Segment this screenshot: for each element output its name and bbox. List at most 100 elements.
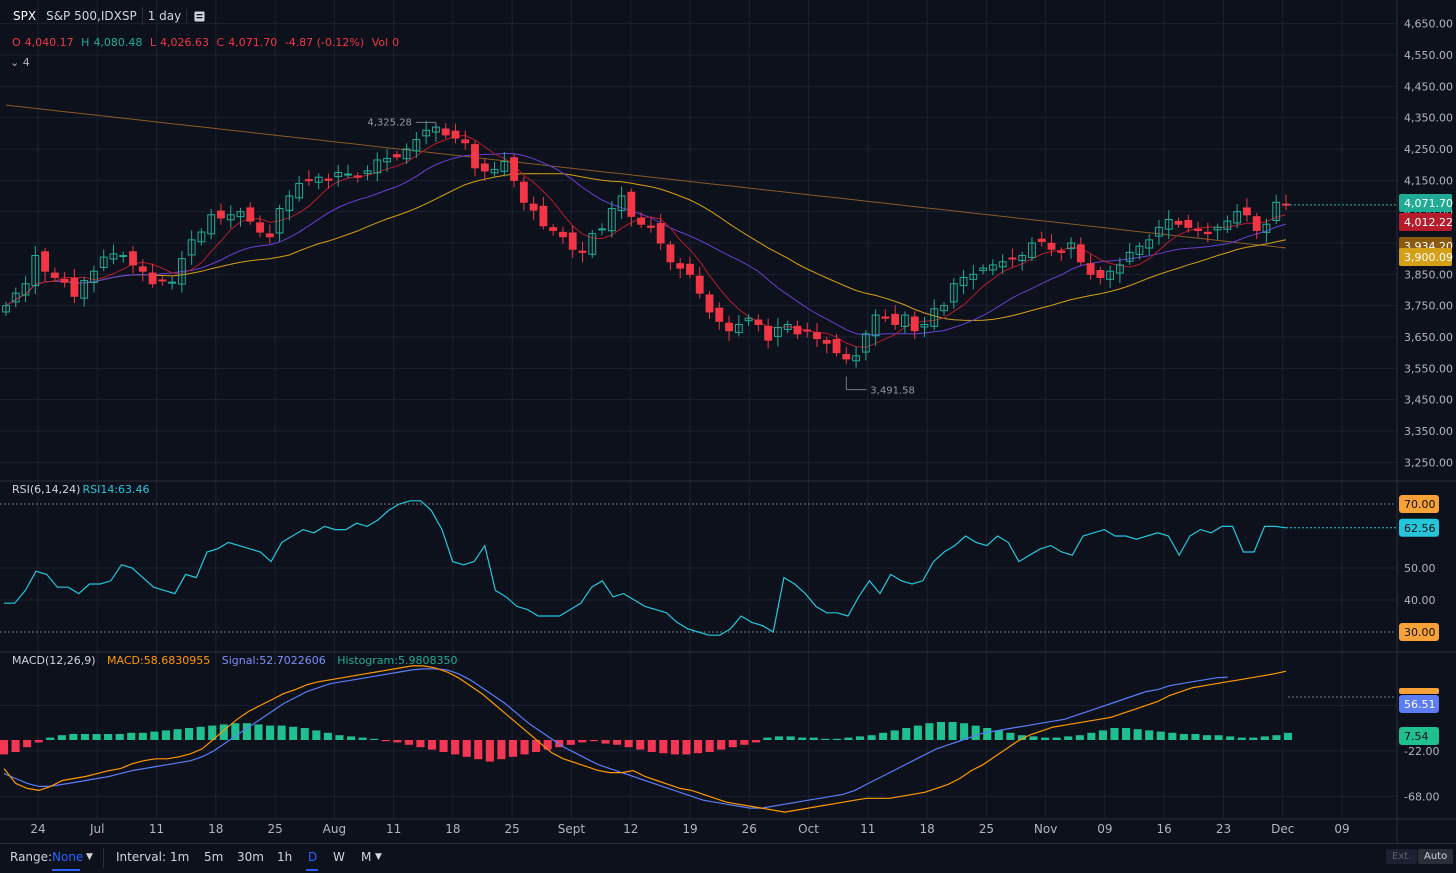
- price-tick-label: 3,650.00: [1404, 331, 1453, 344]
- interval-w-button[interactable]: W: [333, 850, 345, 864]
- candle-body: [1223, 220, 1232, 230]
- x-tick-label: 11: [860, 822, 875, 836]
- rsi-last-tag: [1399, 518, 1439, 537]
- interval-label[interactable]: 1 day: [141, 7, 187, 25]
- interval-d-button[interactable]: D: [308, 850, 318, 864]
- indicators-toggle[interactable]: ⌄ 4: [10, 56, 30, 69]
- range-dropdown[interactable]: None: [52, 850, 84, 864]
- histogram-bar: [624, 740, 633, 748]
- interval-1h-button[interactable]: 1h: [277, 850, 293, 864]
- histogram-bar: [879, 732, 888, 740]
- histogram-bar: [497, 740, 506, 760]
- candle-body: [832, 339, 841, 354]
- histogram-bar: [312, 730, 321, 740]
- histogram-bar: [358, 737, 367, 740]
- histogram-bar: [647, 740, 656, 752]
- histogram-bar: [913, 725, 922, 740]
- histogram-bar: [0, 740, 9, 755]
- candle-body: [803, 329, 812, 332]
- auto-scale-button[interactable]: Auto: [1418, 849, 1454, 864]
- candle-body: [187, 239, 196, 256]
- candle-body: [949, 283, 958, 303]
- candle-body: [1194, 228, 1202, 231]
- histogram-bar: [451, 740, 460, 755]
- x-tick-label: 25: [505, 822, 520, 836]
- histogram-value-label: Histogram:5.9808350: [337, 654, 458, 667]
- candle-body: [1037, 238, 1046, 242]
- histogram-bar: [1156, 731, 1165, 740]
- candle-body: [1272, 201, 1281, 221]
- candle-body: [519, 181, 528, 203]
- histogram-bar: [92, 734, 101, 740]
- caret-down-icon[interactable]: ▼: [86, 852, 93, 862]
- candle-body: [471, 144, 479, 169]
- candle-body: [1203, 231, 1212, 235]
- high-label: H: [81, 36, 90, 49]
- histogram-bar: [613, 740, 622, 745]
- histogram-bar: [208, 725, 217, 740]
- candle-body: [578, 250, 587, 253]
- histogram-bar: [11, 740, 20, 752]
- histogram-bar: [474, 740, 483, 760]
- histogram-bar: [566, 740, 575, 745]
- interval-30m-button[interactable]: 30m: [237, 850, 264, 864]
- price-tick-label: 3,750.00: [1404, 300, 1453, 313]
- histogram-bar: [185, 728, 194, 740]
- histogram-bar: [936, 722, 946, 740]
- interval-m-button[interactable]: M: [361, 850, 372, 864]
- candle-body: [246, 207, 255, 222]
- volume-value: 0: [392, 36, 400, 49]
- price-tick-label: 3,350.00: [1404, 425, 1453, 438]
- symbol-name[interactable]: S&P 500,IDXSP: [46, 9, 137, 23]
- symbol-header[interactable]: SPX S&P 500,IDXSP 1 day: [8, 6, 211, 26]
- price-tag: [1399, 248, 1452, 266]
- high-value: 4,080.48: [93, 36, 143, 49]
- rsi-last-label: 62.56: [1404, 522, 1436, 535]
- caret-down-icon[interactable]: ▼: [375, 852, 382, 862]
- candle-body: [988, 264, 997, 271]
- macd-last-tag: [1399, 688, 1439, 694]
- candle-body: [70, 277, 79, 297]
- histogram-bar: [740, 740, 749, 745]
- histogram-bar: [57, 735, 66, 740]
- extended-hours-button[interactable]: Ext.: [1386, 849, 1418, 864]
- interval-5m-button[interactable]: 5m: [204, 850, 224, 864]
- candle-body: [940, 305, 948, 312]
- candle-body: [295, 182, 304, 199]
- interval-1m-button[interactable]: 1m: [170, 850, 190, 864]
- x-tick-label: 25: [979, 822, 994, 836]
- candle-body: [1047, 242, 1056, 250]
- candle-body: [783, 323, 792, 330]
- candle-body: [119, 255, 128, 258]
- histogram-bar: [1214, 735, 1223, 740]
- candle-body: [510, 157, 519, 181]
- histogram-bar: [728, 740, 737, 748]
- histogram-bar: [104, 734, 113, 740]
- candle-body: [901, 314, 909, 327]
- candle-body: [1057, 250, 1066, 253]
- price-tag-label: 4,071.70: [1404, 197, 1453, 210]
- histogram-bar: [1133, 729, 1142, 740]
- histogram-bar: [948, 722, 957, 740]
- x-tick-label: Dec: [1271, 822, 1294, 836]
- histogram-bar: [1179, 734, 1188, 740]
- macd-value-label: 7.54: [1404, 730, 1429, 743]
- x-tick-label: Nov: [1034, 822, 1057, 836]
- candle-body: [598, 228, 606, 231]
- price-tick-label: 3,850.00: [1404, 268, 1453, 281]
- open-label: O: [12, 36, 21, 49]
- macd-legend: MACD(12,26,9) MACD:58.6830955 Signal:52.…: [12, 654, 465, 667]
- ma-fast-line: [5, 134, 1287, 348]
- price-tick-label: 3,250.00: [1404, 456, 1453, 469]
- data-window-icon[interactable]: [186, 9, 211, 23]
- x-tick-label: 25: [267, 822, 282, 836]
- histogram-bar: [1202, 735, 1212, 740]
- histogram-bar: [1075, 735, 1084, 740]
- histogram-bar: [925, 723, 934, 740]
- histogram-bar: [798, 737, 807, 740]
- histogram-bar: [34, 740, 43, 743]
- candle-body: [168, 281, 177, 284]
- symbol-ticker[interactable]: SPX: [13, 9, 37, 23]
- histogram-bar: [1168, 732, 1177, 740]
